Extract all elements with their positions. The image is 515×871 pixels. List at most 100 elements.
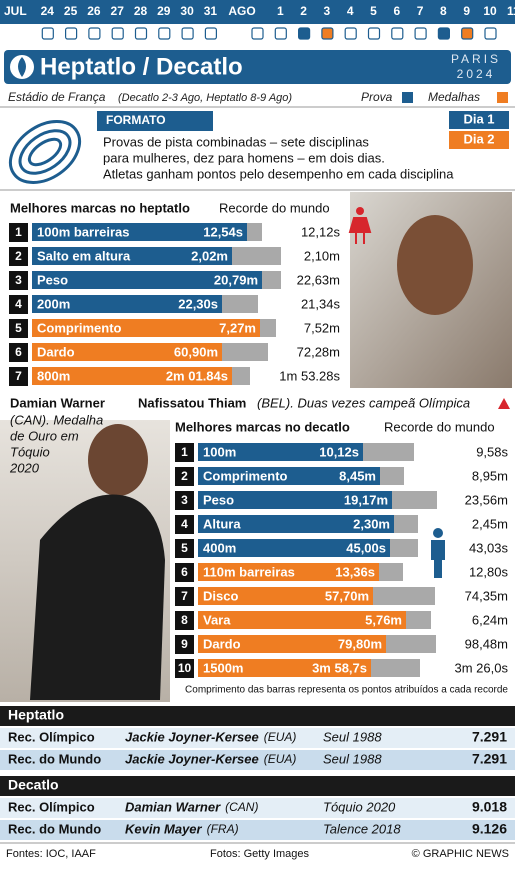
day: 28 [134, 4, 148, 18]
mark-bar [32, 295, 222, 313]
day: 31 [204, 4, 218, 18]
event: Peso [203, 492, 234, 507]
mark-bar [32, 223, 247, 241]
day: 1 [277, 4, 284, 18]
mark-bar [32, 343, 222, 361]
table-row [0, 820, 515, 840]
event: Altura [203, 516, 241, 531]
format-line: para mulheres, dez para homens – em dois… [103, 150, 385, 165]
rank-box [175, 539, 194, 558]
mark-bar [198, 563, 379, 581]
event: 200m [37, 296, 70, 311]
day: 25 [64, 4, 78, 18]
day-marker [204, 27, 217, 40]
record: 12,12s [301, 224, 341, 239]
day-marker [484, 27, 497, 40]
mark: 22,30s [178, 296, 218, 311]
record-type: Rec. Olímpico [8, 799, 95, 814]
mark: 2m 01.84s [166, 368, 228, 383]
day-marker [437, 27, 450, 40]
day-marker [251, 27, 264, 40]
mark: 79,80m [338, 636, 382, 651]
mark: 19,17m [344, 492, 388, 507]
table-title: Decatlo [8, 777, 59, 793]
mark-bar [198, 611, 406, 629]
points: 7.291 [472, 751, 507, 767]
mark-bar [198, 635, 386, 653]
event: Comprimento [203, 468, 288, 483]
venue: Tóquio 2020 [323, 799, 396, 814]
rank-box [175, 587, 194, 606]
rank: 5 [181, 541, 188, 555]
country: (EUA) [264, 730, 297, 744]
rank: 6 [181, 565, 188, 579]
rank-box [9, 295, 28, 314]
female-icon [348, 217, 372, 244]
record-heading: Recorde do mundo [384, 419, 495, 434]
photo-thiam-face [397, 215, 473, 315]
event: 100m barreiras [37, 224, 130, 239]
day: 8 [440, 4, 447, 18]
event: 110m barreiras [203, 564, 295, 579]
country: (CAN) [225, 800, 258, 814]
day: 2 [300, 4, 307, 18]
rank-box [9, 319, 28, 338]
day: 27 [111, 4, 125, 18]
month: JUL [4, 4, 27, 18]
day-2: Dia 2 [463, 131, 494, 146]
record-type: Rec. do Mundo [8, 821, 101, 836]
rank: 7 [181, 589, 188, 603]
mark-bar [198, 491, 392, 509]
day: 29 [157, 4, 171, 18]
mark: 12,54s [203, 224, 243, 239]
format-line: Atletas ganham pontos pelo desempenho em… [103, 166, 454, 181]
athlete: Damian Warner [125, 799, 221, 814]
decathlon-heading: Melhores marcas no decatlo [175, 419, 350, 434]
day: 11 [507, 4, 515, 18]
mark-bar [32, 271, 262, 289]
caption-thiam-name: Nafissatou Thiam [138, 395, 246, 410]
mark: 3m 58,7s [312, 660, 367, 675]
dates: (Decatlo 2-3 Ago, Heptatlo 8-9 Ago) [118, 92, 292, 104]
record: 23,56m [465, 492, 508, 507]
mark: 60,90m [174, 344, 218, 359]
day-marker [134, 27, 148, 40]
rank-box [175, 563, 194, 582]
day: 3 [324, 4, 331, 18]
rank-box [175, 635, 194, 654]
calendar-band [0, 0, 515, 24]
caption-warner-name: Damian Warner [10, 395, 105, 410]
day-2-box [449, 131, 509, 149]
record: 43,03s [469, 540, 509, 555]
event: Salto em altura [37, 248, 131, 263]
country: (EUA) [264, 752, 297, 766]
day: 30 [180, 4, 194, 18]
caption-warner: 2020 [9, 460, 40, 475]
mark-bar [198, 659, 371, 677]
table-title: Heptatlo [8, 707, 64, 723]
legend-event: Prova [361, 90, 393, 104]
day-marker [111, 27, 124, 40]
mark-bar [198, 539, 390, 557]
heptathlon-heading: Melhores marcas no heptatlo [10, 200, 190, 215]
table-header [0, 706, 515, 726]
rank: 3 [181, 493, 188, 507]
rank: 9 [181, 637, 188, 651]
legend-swatch [497, 92, 508, 103]
event: Peso [37, 272, 68, 287]
day-marker [414, 27, 427, 40]
day-marker [461, 27, 474, 40]
venue: Talence 2018 [323, 821, 401, 836]
format-line: Provas de pista combinadas – sete discip… [103, 134, 369, 149]
legend-swatch [402, 92, 413, 103]
record-heading: Recorde do mundo [219, 200, 330, 215]
day: 7 [417, 4, 424, 18]
caption-warner: Tóquio [10, 444, 50, 459]
mark: 8,45m [339, 468, 376, 483]
day-marker [181, 27, 194, 40]
day-marker [64, 27, 78, 40]
mark-bar [198, 587, 373, 605]
credit: © GRAPHIC NEWS [412, 848, 509, 860]
athlete: Jackie Joyner-Kersee [125, 729, 259, 744]
